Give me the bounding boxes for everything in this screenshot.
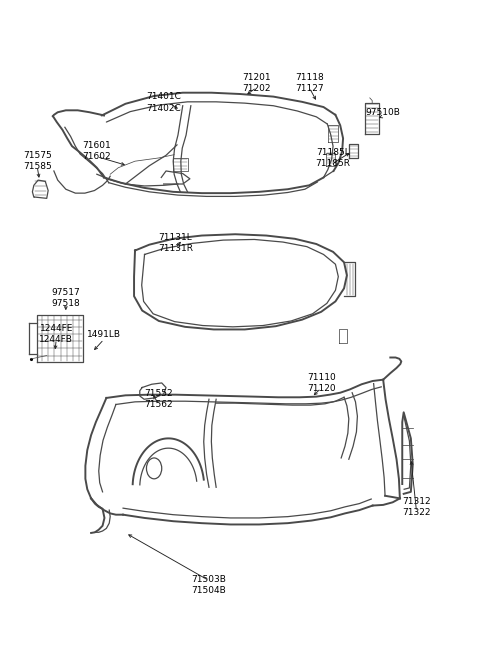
Text: 71575
71585: 71575 71585 [23, 151, 51, 171]
Text: 71110
71120: 71110 71120 [307, 373, 336, 393]
Text: 71201
71202: 71201 71202 [242, 73, 271, 93]
Text: 1244FE
1244FB: 1244FE 1244FB [39, 324, 73, 344]
Text: 71131L
71131R: 71131L 71131R [158, 233, 193, 253]
Text: 97517
97518: 97517 97518 [51, 288, 80, 309]
Text: 71401C
71402C: 71401C 71402C [146, 92, 181, 113]
Text: 97510B: 97510B [366, 108, 401, 117]
Text: 71601
71602: 71601 71602 [83, 141, 111, 161]
Text: 71185L
71185R: 71185L 71185R [315, 148, 350, 168]
Text: 71118
71127: 71118 71127 [295, 73, 324, 93]
Text: 71312
71322: 71312 71322 [402, 496, 431, 517]
Text: 1491LB: 1491LB [87, 329, 121, 339]
Text: 71552
71562: 71552 71562 [144, 389, 173, 409]
Text: 71503B
71504B: 71503B 71504B [192, 575, 227, 595]
